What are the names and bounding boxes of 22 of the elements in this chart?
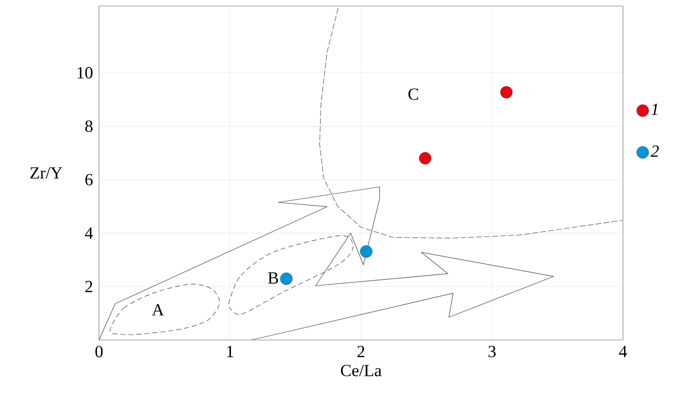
y-tick-label: 8 [85, 120, 92, 132]
x-tick-label: 1 [227, 346, 234, 358]
line-series [319, 8, 623, 238]
legend-label: 1 [651, 104, 658, 115]
x-tick-label: 3 [488, 346, 496, 358]
legend-label: 2 [650, 145, 659, 157]
point [360, 245, 372, 258]
x-axis-title: Ce/La [340, 364, 382, 376]
point [280, 272, 293, 285]
x-tick-label: 2 [358, 346, 364, 358]
x-tick-label: 4 [619, 346, 627, 358]
y-tick-label: 10 [78, 67, 92, 79]
y-axis-title: Zr/Y [30, 167, 62, 179]
point [418, 152, 432, 164]
y-tick-label: 2 [85, 280, 92, 292]
annotation: C [408, 88, 418, 100]
x-tick-label: 0 [95, 346, 103, 358]
y-tick-label: 6 [85, 174, 93, 186]
point [500, 86, 513, 98]
y-tick-label: 4 [84, 228, 93, 239]
annotation: A [152, 304, 164, 316]
annotation: B [268, 272, 278, 284]
